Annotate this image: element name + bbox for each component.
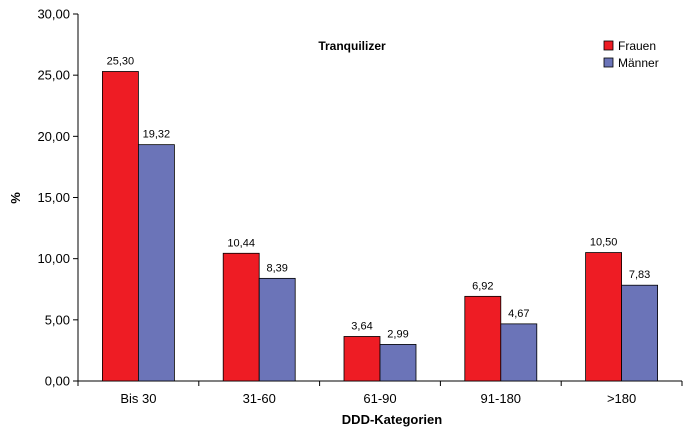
bar-value-label: 10,44 bbox=[227, 237, 255, 249]
chart-title: Tranquilizer bbox=[318, 39, 386, 53]
bar-männer-3 bbox=[500, 323, 538, 382]
bar-frauen-4 bbox=[585, 252, 622, 382]
bar-value-label: 25,30 bbox=[107, 55, 135, 67]
legend-swatch bbox=[603, 57, 614, 68]
x-tick-label: >180 bbox=[607, 391, 636, 406]
x-axis-title: DDD-Kategorien bbox=[342, 412, 442, 427]
legend: Frauen Männer bbox=[603, 39, 659, 70]
bar-value-label: 19,32 bbox=[143, 129, 171, 141]
bar-labels: 25,30 10,44 3,64 6,92 10,50 19,32 8,39 2,99 4,67… bbox=[107, 55, 651, 340]
legend-label: Männer bbox=[618, 56, 659, 70]
y-tick-label: 0,00 bbox=[45, 374, 70, 389]
y-axis: 0,00 5,00 10,00 15,00 20,00 25,00 30,00 bbox=[37, 7, 79, 389]
y-tick-label: 20,00 bbox=[37, 129, 70, 144]
bar-value-label: 10,50 bbox=[590, 237, 618, 249]
y-tick-label: 25,00 bbox=[37, 68, 70, 83]
y-tick-label: 30,00 bbox=[37, 7, 70, 22]
y-tick-label: 5,00 bbox=[45, 312, 70, 327]
bar-frauen-3 bbox=[464, 295, 502, 382]
bar-value-label: 8,39 bbox=[266, 262, 287, 274]
x-tick-label: 61-90 bbox=[363, 391, 396, 406]
bar-frauen-2 bbox=[343, 336, 381, 382]
bar-männer-1 bbox=[258, 277, 296, 382]
y-tick-label: 15,00 bbox=[37, 190, 70, 205]
y-axis-title: % bbox=[8, 192, 23, 204]
bar-value-label: 4,67 bbox=[508, 308, 529, 320]
legend-swatch bbox=[603, 40, 614, 51]
x-tick-label: 31-60 bbox=[243, 391, 276, 406]
x-tick-label: Bis 30 bbox=[120, 391, 156, 406]
bar-value-label: 3,64 bbox=[351, 320, 372, 332]
bars bbox=[102, 71, 658, 382]
bar-value-label: 7,83 bbox=[629, 269, 650, 281]
x-axis: Bis 30 31-60 61-90 91-180 >180 bbox=[77, 380, 683, 406]
bar-frauen-0 bbox=[102, 71, 139, 382]
x-tick-label: 91-180 bbox=[481, 391, 521, 406]
bar-value-label: 6,92 bbox=[472, 280, 493, 292]
bar-männer-0 bbox=[137, 144, 175, 382]
bar-frauen-1 bbox=[222, 252, 260, 382]
bar-männer-4 bbox=[621, 284, 658, 382]
bar-value-label: 2,99 bbox=[387, 328, 408, 340]
legend-label: Frauen bbox=[618, 39, 656, 53]
y-tick-label: 10,00 bbox=[37, 251, 70, 266]
bar-männer-2 bbox=[379, 344, 417, 382]
